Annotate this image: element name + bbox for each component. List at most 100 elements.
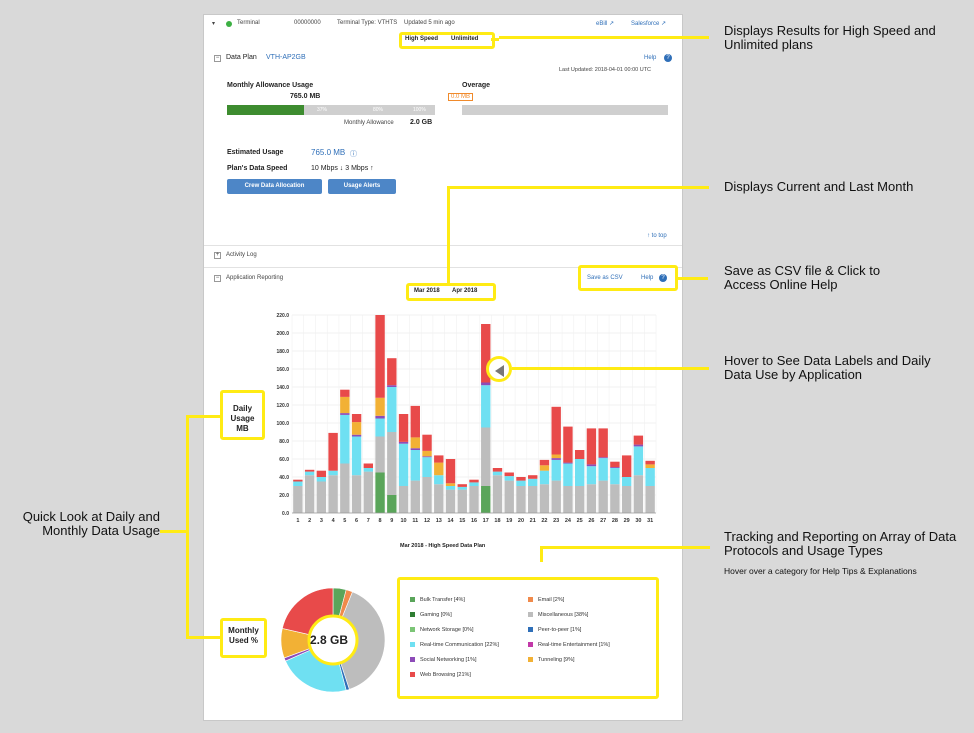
- overage-value: 0.0 MB: [448, 93, 474, 101]
- x-tick-label: 21: [530, 518, 536, 524]
- help-icon[interactable]: ?: [664, 54, 672, 62]
- legend-label: Web Browsing [21%]: [420, 672, 471, 678]
- bar-segment: [457, 486, 467, 490]
- legend-item[interactable]: Real-time Entertainment [1%]: [528, 642, 610, 648]
- legend-swatch: [410, 672, 415, 677]
- hover-indicator[interactable]: [486, 356, 512, 382]
- legend-swatch: [410, 627, 415, 632]
- bar-segment: [645, 464, 655, 468]
- bar-segment: [516, 477, 526, 481]
- y-tick-label: 180.0: [276, 349, 289, 355]
- bar-segment: [422, 457, 432, 477]
- legend-swatch: [528, 642, 533, 647]
- bar-segment: [340, 389, 350, 397]
- divider: [204, 245, 682, 246]
- activity-log-label[interactable]: Activity Log: [226, 252, 257, 258]
- legend-label: Real-time Entertainment [1%]: [538, 642, 610, 648]
- data-plan-title: Data Plan: [226, 54, 257, 61]
- bar-segment: [387, 387, 397, 432]
- connector-line: [540, 546, 543, 562]
- progress-tick-2: 80%: [373, 107, 384, 113]
- collapse-app-reporting-icon[interactable]: −: [214, 275, 221, 282]
- bar-segment: [293, 479, 303, 482]
- bar-segment: [504, 480, 514, 513]
- x-tick-label: 1: [296, 518, 299, 524]
- bar-segment: [316, 470, 327, 477]
- legend-swatch: [528, 657, 533, 662]
- legend-label: Real-time Communication [22%]: [420, 642, 499, 648]
- bar-segment: [304, 469, 315, 472]
- daily-usage-chart[interactable]: 0.0 20.0 40.0 60.0 80.0 100.0 120.0 140.0 160.0 1…: [264, 310, 664, 530]
- reporting-help-link[interactable]: Help: [641, 275, 654, 281]
- terminal-id: 00000000: [294, 20, 321, 26]
- bar-segment: [375, 397, 385, 416]
- progress-tick-1: 37%: [317, 107, 328, 113]
- bar-segment: [528, 475, 538, 479]
- bar-segment: [574, 450, 585, 459]
- legend-item[interactable]: Network Storage [0%]: [410, 627, 474, 633]
- plan-speed-label: Plan's Data Speed: [227, 165, 288, 172]
- legend-item[interactable]: Real-time Communication [22%]: [410, 642, 499, 648]
- x-tick-label: 5: [343, 518, 346, 524]
- legend-item[interactable]: Tunneling [9%]: [528, 657, 575, 663]
- legend-item[interactable]: Web Browsing [21%]: [410, 672, 471, 678]
- tab-mar-2018[interactable]: Mar 2018: [414, 288, 440, 294]
- tab-high-speed[interactable]: High Speed: [405, 36, 439, 42]
- ebill-link[interactable]: eBill ↗: [596, 21, 615, 27]
- bar-segment: [492, 475, 503, 513]
- x-tick-label: 23: [553, 518, 559, 524]
- bar-segment: [574, 486, 585, 513]
- monthly-used-label: Monthly Used %: [228, 626, 259, 645]
- bar-segment: [445, 489, 456, 513]
- progress-tick-3: 100%: [413, 107, 426, 113]
- legend-item[interactable]: Gaming [0%]: [410, 612, 452, 618]
- expand-activity-log-icon[interactable]: +: [214, 252, 221, 259]
- connector-line: [491, 38, 499, 41]
- bar-segment: [610, 461, 620, 468]
- bar-segment: [316, 477, 327, 482]
- legend-item[interactable]: Peer-to-peer [1%]: [528, 627, 581, 633]
- bar-segment: [316, 481, 327, 513]
- bar-segment: [645, 460, 655, 465]
- bar-segment: [528, 486, 538, 513]
- monthly-usage-pie[interactable]: [278, 585, 388, 695]
- help-icon[interactable]: ?: [659, 274, 667, 282]
- y-tick-label: 20.0: [279, 493, 289, 499]
- connector-line: [186, 636, 220, 639]
- bar-segment: [375, 315, 385, 398]
- info-icon[interactable]: ⓘ: [350, 151, 357, 158]
- bar-segment: [621, 486, 632, 513]
- legend-label: Miscellaneous [38%]: [538, 612, 589, 618]
- bar-segment: [539, 470, 550, 485]
- tab-unlimited[interactable]: Unlimited: [451, 36, 479, 42]
- crew-data-allocation-button[interactable]: Crew Data Allocation: [227, 179, 322, 194]
- data-plan-help-link[interactable]: Help: [644, 55, 657, 61]
- legend-item[interactable]: Bulk Transfer [4%]: [410, 597, 465, 603]
- bar-segment: [504, 476, 514, 481]
- y-tick-label: 140.0: [276, 385, 289, 391]
- legend-item[interactable]: Social Networking [1%]: [410, 657, 477, 663]
- legend-label: Tunneling [9%]: [538, 657, 575, 663]
- save-csv-link[interactable]: Save as CSV: [587, 275, 623, 281]
- terminal-type: Terminal Type: VTHTS: [337, 20, 398, 26]
- bar-segment: [481, 427, 491, 486]
- x-tick-label: 26: [588, 518, 594, 524]
- bar-segment: [328, 475, 338, 513]
- legend-swatch: [410, 597, 415, 602]
- monthly-allowance-text: Monthly Allowance: [344, 120, 394, 126]
- bar-segment: [621, 455, 632, 477]
- to-top-link[interactable]: ↑ to top: [647, 233, 667, 239]
- terminal-label: Terminal: [237, 20, 260, 26]
- bar-segment: [293, 481, 303, 486]
- y-tick-label: 200.0: [276, 331, 289, 337]
- tab-apr-2018[interactable]: Apr 2018: [452, 288, 478, 294]
- collapse-toggle-icon[interactable]: ▾: [212, 21, 216, 27]
- collapse-data-plan-icon[interactable]: −: [214, 55, 221, 62]
- allowance-progress-bar: 37% 80% 100%: [227, 105, 435, 115]
- legend-item[interactable]: Email [2%]: [528, 597, 564, 603]
- bar-segment: [469, 482, 479, 486]
- legend-item[interactable]: Miscellaneous [38%]: [528, 612, 588, 618]
- salesforce-link[interactable]: Salesforce ↗: [631, 21, 667, 27]
- usage-alerts-button[interactable]: Usage Alerts: [328, 179, 396, 194]
- month-tabs-highlight: [406, 283, 496, 301]
